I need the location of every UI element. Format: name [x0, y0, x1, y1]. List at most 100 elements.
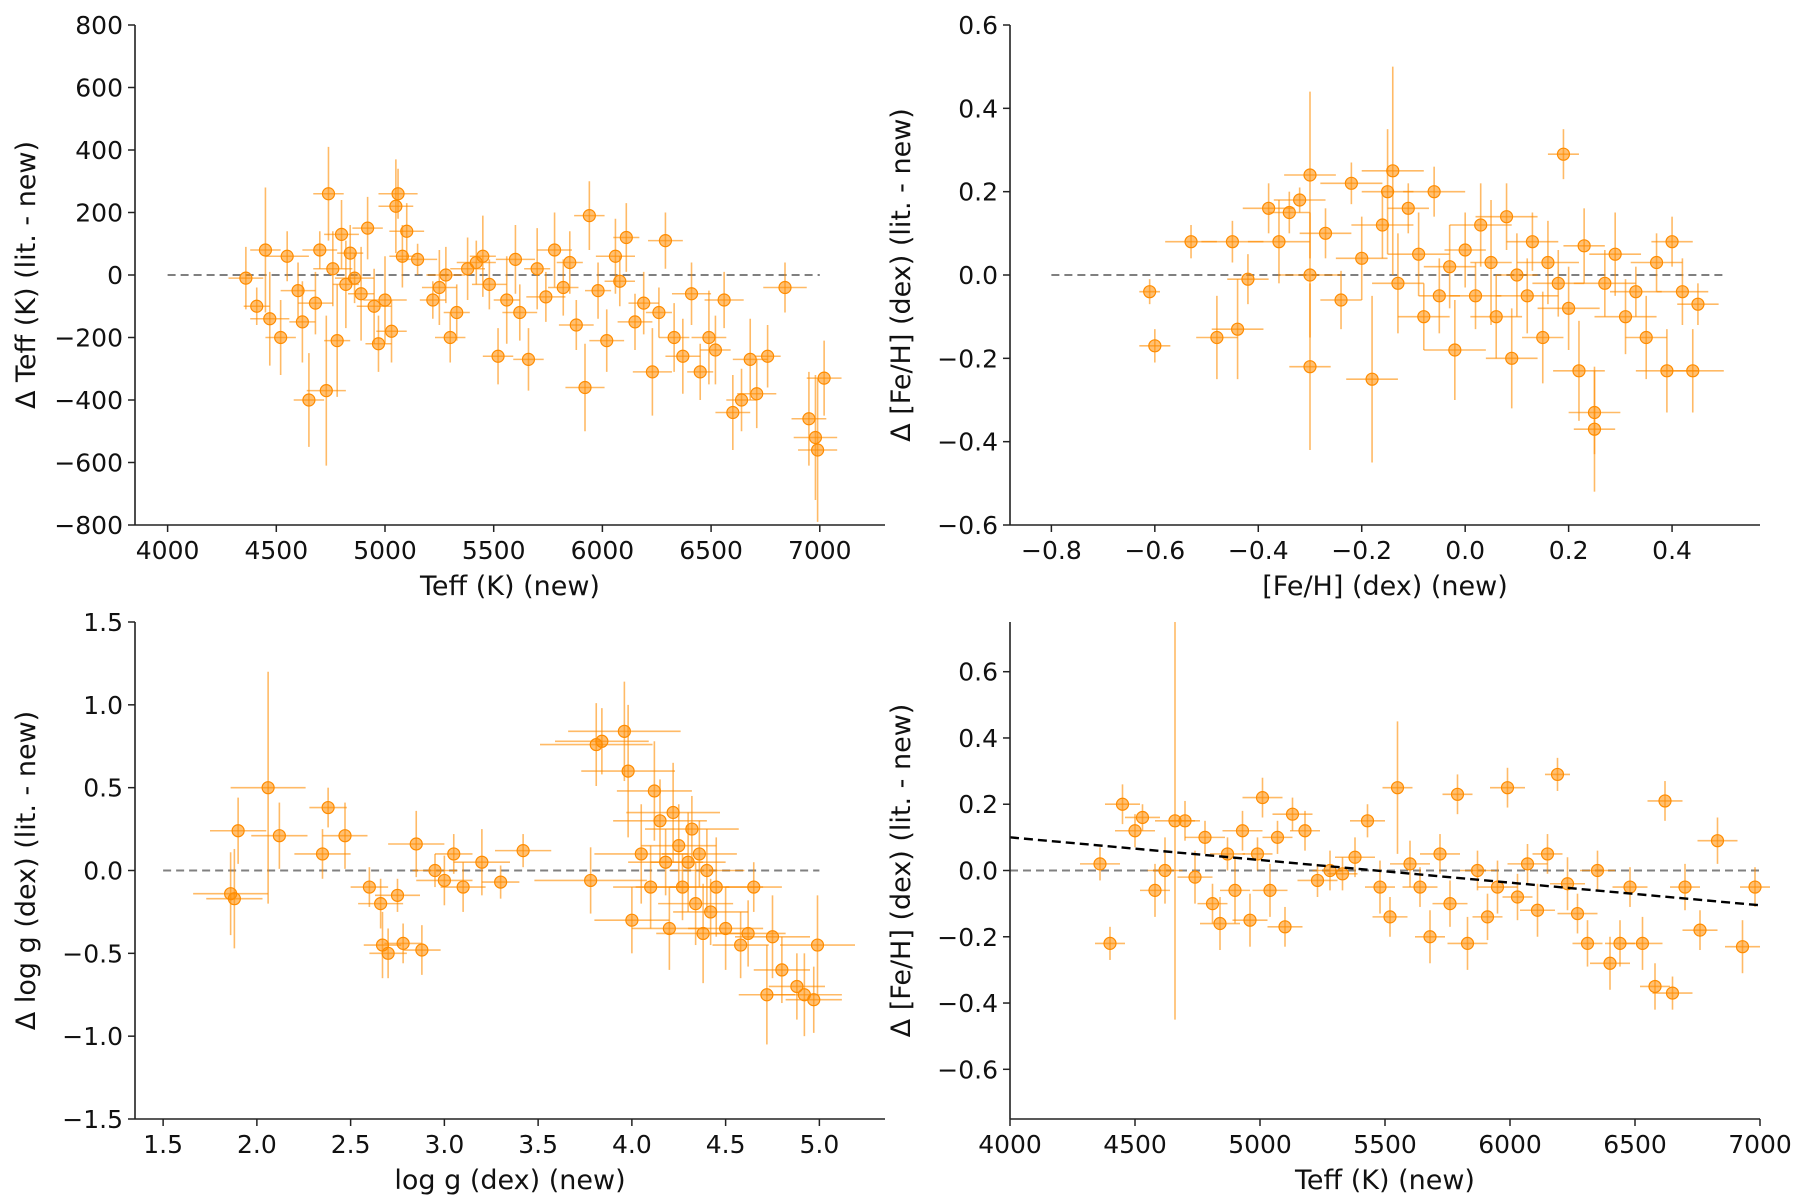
- marker: [645, 365, 659, 379]
- data-point: [1361, 66, 1424, 275]
- marker: [1639, 330, 1653, 345]
- marker: [1474, 218, 1488, 232]
- marker: [1450, 787, 1465, 801]
- marker: [308, 296, 323, 310]
- data-point: [1625, 295, 1667, 380]
- marker: [1413, 880, 1427, 894]
- marker: [1675, 285, 1690, 299]
- marker: [1263, 883, 1277, 897]
- data-point: [456, 240, 496, 285]
- y-tick-label: 0.6: [958, 11, 998, 40]
- y-tick-label: −0.4: [937, 989, 998, 1018]
- marker: [1530, 903, 1545, 917]
- data-point: [1506, 212, 1559, 271]
- marker: [653, 814, 667, 828]
- marker: [1623, 880, 1637, 894]
- marker: [547, 243, 562, 257]
- marker: [426, 293, 440, 307]
- marker: [494, 875, 508, 889]
- data-point: [1242, 777, 1283, 818]
- marker: [389, 199, 403, 213]
- x-axis-label: Teff (K) (new): [419, 571, 600, 602]
- data-point: [1197, 883, 1228, 924]
- data-point: [1351, 191, 1414, 259]
- marker: [1270, 830, 1285, 844]
- marker: [321, 800, 335, 815]
- x-tick-label: 2.0: [237, 1130, 277, 1159]
- marker: [450, 305, 464, 320]
- x-tick-label: 2.5: [331, 1130, 371, 1159]
- marker: [647, 784, 661, 798]
- marker: [239, 271, 253, 285]
- data-point: [725, 862, 782, 912]
- y-tick-label: −0.6: [937, 511, 998, 540]
- data-point: [524, 228, 551, 310]
- marker: [1303, 268, 1317, 282]
- marker: [1691, 297, 1705, 311]
- data-point: [1580, 850, 1615, 891]
- data-point: [565, 343, 605, 432]
- data-point: [250, 187, 281, 313]
- y-tick-label: −0.2: [937, 923, 998, 952]
- data-point: [1630, 233, 1683, 292]
- marker: [516, 844, 530, 858]
- data-point: [1139, 329, 1171, 363]
- y-tick-label: 400: [75, 136, 123, 165]
- data-point: [1220, 857, 1250, 924]
- data-point: [1573, 366, 1616, 492]
- marker: [295, 315, 309, 329]
- data-point: [1547, 129, 1579, 180]
- data-point: [1432, 880, 1468, 927]
- marker: [1618, 310, 1633, 324]
- data-point: [1390, 840, 1430, 888]
- data-point: [581, 704, 675, 838]
- marker: [743, 352, 757, 366]
- marker: [1103, 936, 1117, 950]
- marker: [437, 873, 451, 888]
- y-tick-label: −400: [54, 386, 123, 415]
- marker: [1499, 210, 1514, 224]
- marker: [1213, 916, 1227, 931]
- data-point: [348, 246, 375, 341]
- marker: [1303, 168, 1317, 182]
- marker: [319, 384, 333, 398]
- data-point: [1640, 963, 1670, 1010]
- marker: [1235, 824, 1250, 838]
- y-axis-label: Δ [Fe/H] (dex) (lit. - new): [886, 704, 917, 1038]
- marker: [790, 979, 804, 994]
- data-point: [1297, 863, 1338, 898]
- data-point: [403, 925, 441, 975]
- data-point: [471, 259, 507, 310]
- marker: [652, 305, 666, 320]
- marker: [811, 443, 825, 457]
- data-point: [1449, 262, 1502, 330]
- data-point: [1532, 834, 1563, 874]
- marker: [1310, 873, 1325, 888]
- marker: [1541, 255, 1555, 270]
- data-point: [1545, 757, 1570, 791]
- marker: [1484, 255, 1498, 270]
- marker: [313, 243, 327, 257]
- marker: [347, 271, 362, 285]
- marker: [1250, 847, 1265, 861]
- marker: [1490, 880, 1505, 894]
- data-point: [1327, 857, 1358, 891]
- marker: [741, 926, 755, 941]
- data-point: [495, 225, 535, 294]
- data-point: [1403, 166, 1466, 217]
- marker: [1443, 897, 1457, 911]
- marker: [1562, 301, 1576, 315]
- data-point: [389, 203, 425, 260]
- data-point: [645, 795, 739, 863]
- data-point: [648, 212, 683, 269]
- marker: [578, 380, 592, 395]
- marker: [374, 897, 388, 911]
- data-point: [421, 250, 457, 325]
- x-tick-label: −0.4: [1228, 536, 1289, 565]
- data-point: [726, 368, 757, 432]
- marker: [1262, 201, 1276, 215]
- marker: [1148, 339, 1162, 353]
- marker: [1735, 940, 1750, 954]
- data-point: [1299, 208, 1352, 259]
